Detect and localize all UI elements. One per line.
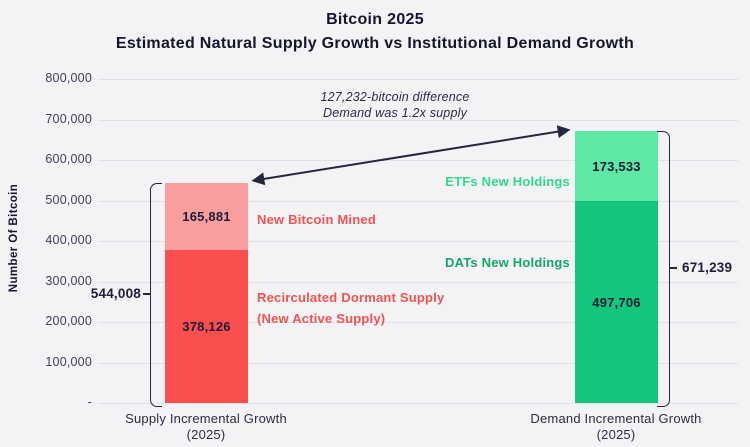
difference-annotation-line1: 127,232-bitcoin difference <box>320 90 470 104</box>
y-tick-label: - <box>87 395 92 409</box>
x-label-demand-line2: (2025) <box>596 427 636 442</box>
gridline <box>98 79 738 80</box>
difference-annotation: 127,232-bitcoin difference Demand was 1.… <box>245 89 545 121</box>
segment-etfs-new-holdings: 173,533 <box>575 131 658 201</box>
segment-value: 165,881 <box>182 209 231 224</box>
segment-dats-new-holdings: 497,706 <box>575 201 658 403</box>
label-dats-new-holdings: DATs New Holdings <box>445 255 570 270</box>
y-tick-label: 800,000 <box>45 71 92 85</box>
segment-recirculated-dormant-supply: 378,126 <box>165 250 248 403</box>
y-tick-label: 500,000 <box>45 192 92 207</box>
x-label-demand-line1: Demand Incremental Growth <box>530 411 702 426</box>
x-label-supply: Supply Incremental Growth (2025) <box>96 411 316 443</box>
supply-total-value: 544,008 <box>90 286 141 301</box>
y-tick-label: 100,000 <box>45 354 92 369</box>
x-label-supply-line1: Supply Incremental Growth <box>125 411 287 426</box>
label-recirculated-line2: (New Active Supply) <box>257 311 386 326</box>
y-tick-label: 600,000 <box>45 152 92 166</box>
segment-value: 173,533 <box>592 158 641 174</box>
supply-total-bracket <box>150 183 162 407</box>
demand-total-bracket <box>657 131 670 407</box>
chart-title: Bitcoin 2025 <box>326 11 424 28</box>
gridline <box>98 362 738 364</box>
chart-subtitle: Estimated Natural Supply Growth vs Insti… <box>115 35 635 52</box>
y-tick-label: 200,000 <box>45 314 92 328</box>
label-new-bitcoin-mined: New Bitcoin Mined <box>257 212 376 227</box>
gridline <box>98 119 738 121</box>
label-etfs-new-holdings: ETFs New Holdings <box>445 174 570 189</box>
chart-title-block: Bitcoin 2025 Estimated Natural Supply Gr… <box>0 8 750 56</box>
y-tick-label: 300,000 <box>45 273 92 288</box>
segment-new-bitcoin-mined: 165,881 <box>165 183 248 250</box>
gridline <box>98 200 738 202</box>
segment-value: 497,706 <box>592 294 641 310</box>
difference-annotation-line2: Demand was 1.2x supply <box>322 106 468 120</box>
demand-bar: 497,706 173,533 <box>575 131 658 403</box>
label-recirculated-line1: Recirculated Dormant Supply <box>257 290 445 305</box>
demand-total-tick <box>670 267 677 269</box>
y-tick-label: 700,000 <box>45 111 92 126</box>
x-label-demand: Demand Incremental Growth (2025) <box>506 411 726 443</box>
x-label-supply-line2: (2025) <box>186 427 226 442</box>
label-recirculated-dormant-supply: Recirculated Dormant Supply (New Active … <box>257 287 444 329</box>
segment-value: 378,126 <box>182 319 231 334</box>
supply-total-tick <box>143 293 150 295</box>
supply-bar: 378,126 165,881 <box>165 183 248 403</box>
gridline <box>98 281 738 283</box>
gridline <box>98 403 738 404</box>
gridline <box>98 241 738 242</box>
y-tick-label: 400,000 <box>45 233 92 247</box>
gridline <box>98 322 738 323</box>
demand-total-value: 671,239 <box>682 260 733 275</box>
